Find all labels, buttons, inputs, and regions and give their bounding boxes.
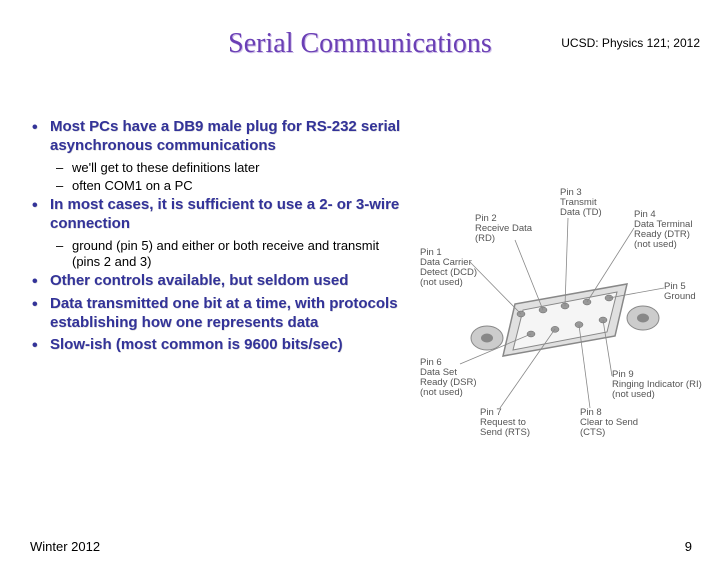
pin-label-2: Pin 2 Receive Data (RD)	[475, 214, 532, 244]
bullet-item-l1: Data transmitted one bit at a time, with…	[28, 295, 408, 333]
pin-label-1: Pin 1 Data Carrier Detect (DCD) (not use…	[420, 248, 477, 288]
bullet-item-l2: often COM1 on a PC	[28, 178, 408, 194]
pin-label-4: Pin 4 Data Terminal Ready (DTR) (not use…	[634, 210, 692, 250]
bullet-item-l1: In most cases, it is sufficient to use a…	[28, 196, 408, 234]
footer-term: Winter 2012	[30, 539, 100, 554]
bullet-item-l1: Other controls available, but seldom use…	[28, 272, 408, 291]
pin-label-9: Pin 9 Ringing Indicator (RI) (not used)	[612, 370, 702, 400]
bullet-item-l2: ground (pin 5) and either or both receiv…	[28, 238, 408, 271]
bullet-content: Most PCs have a DB9 male plug for RS-232…	[28, 118, 408, 359]
db9-diagram: Pin 1 Data Carrier Detect (DCD) (not use…	[420, 188, 710, 448]
pin-label-8: Pin 8 Clear to Send (CTS)	[580, 408, 638, 438]
pin-label-5: Pin 5 Ground	[664, 282, 696, 302]
pin-label-3: Pin 3 Transmit Data (TD)	[560, 188, 602, 218]
bullet-item-l1: Most PCs have a DB9 male plug for RS-232…	[28, 118, 408, 156]
slide-number: 9	[685, 539, 692, 554]
bullet-item-l2: we'll get to these definitions later	[28, 160, 408, 176]
header-course: UCSD: Physics 121; 2012	[561, 36, 700, 50]
pin-label-6: Pin 6 Data Set Ready (DSR) (not used)	[420, 358, 477, 398]
pin-label-7: Pin 7 Request to Send (RTS)	[480, 408, 530, 438]
bullet-item-l1: Slow-ish (most common is 9600 bits/sec)	[28, 336, 408, 355]
